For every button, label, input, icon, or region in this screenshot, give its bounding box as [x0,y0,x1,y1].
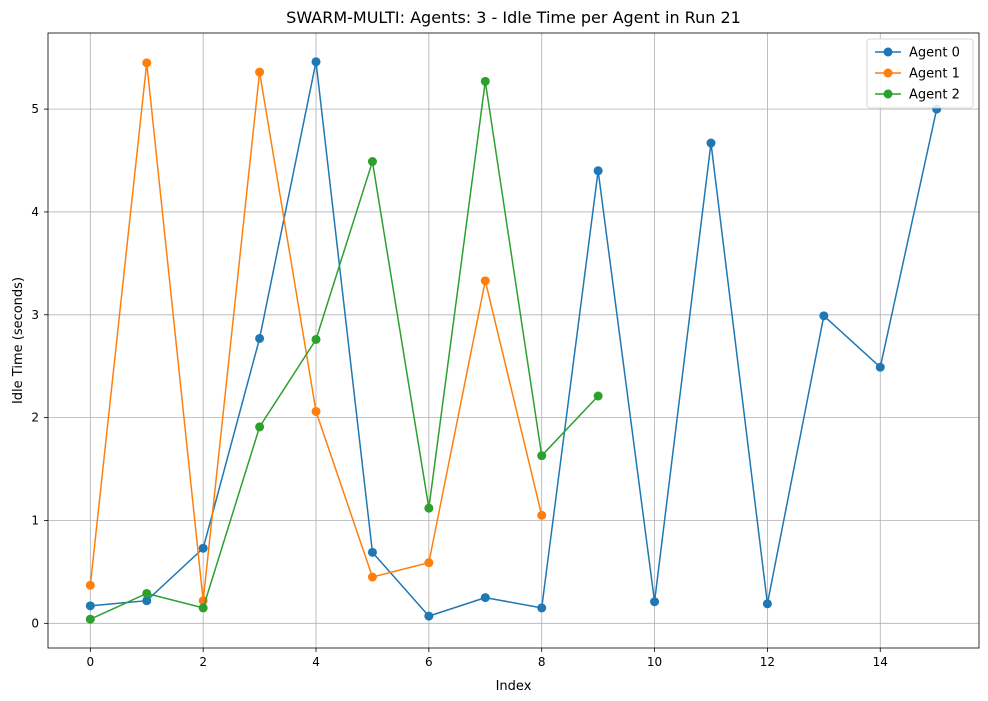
data-point [480,276,490,286]
x-tick-label: 12 [760,655,775,669]
x-axis-label: Index [496,679,532,694]
data-point [537,603,547,613]
plot-frame [47,32,980,649]
legend-label: Agent 0 [909,46,960,61]
legend-box [866,38,974,109]
series-agent-2 [85,76,603,624]
series-layer [85,57,942,624]
data-point [198,603,208,613]
data-point [367,547,377,557]
series-line [90,80,599,620]
y-tick-label: 2 [31,411,39,425]
data-point [480,76,490,86]
data-point [424,558,434,568]
y-tick-label: 5 [31,102,39,116]
y-tick-label: 4 [31,205,39,219]
legend-label: Agent 1 [909,67,960,82]
legend-swatch-marker [883,68,893,78]
x-tick-label: 6 [425,655,433,669]
y-tick-label: 0 [31,616,39,630]
x-tick-label: 4 [312,655,320,669]
data-point [819,311,829,321]
data-point [424,503,434,513]
data-point [537,510,547,520]
data-point [367,157,377,167]
x-tick-label: 2 [199,655,207,669]
data-point [762,599,772,609]
x-tick-label: 0 [86,655,94,669]
data-point [593,166,603,176]
series-agent-0 [85,57,942,621]
data-point [650,597,660,607]
y-tick-label: 3 [31,308,39,322]
data-point [311,406,321,416]
data-point [85,614,95,624]
data-point [255,422,265,432]
series-line [90,61,938,617]
series-agent-1 [85,58,547,606]
data-point [311,57,321,67]
legend-swatch-marker [883,89,893,99]
legend-label: Agent 2 [909,88,960,103]
data-point [875,362,885,372]
data-point [480,593,490,603]
grid [48,33,979,648]
data-point [142,596,152,606]
data-point [311,334,321,344]
chart-title: SWARM-MULTI: Agents: 3 - Idle Time per A… [286,8,741,27]
data-point [367,572,377,582]
data-point [85,580,95,590]
x-tick-label: 14 [873,655,888,669]
y-axis-label: Idle Time (seconds) [11,277,26,404]
x-tick-label: 8 [538,655,546,669]
legend: Agent 0 Agent 1 Agent 2 [866,38,974,109]
data-point [593,391,603,401]
data-point [85,601,95,611]
legend-swatch-marker [883,47,893,57]
data-point [255,333,265,343]
y-tick-label: 1 [31,513,39,527]
data-point [198,543,208,553]
data-point [537,451,547,461]
data-point [706,138,716,148]
data-point [142,58,152,68]
x-tick-label: 10 [647,655,662,669]
data-point [142,588,152,598]
data-point [424,611,434,621]
data-point [255,67,265,77]
